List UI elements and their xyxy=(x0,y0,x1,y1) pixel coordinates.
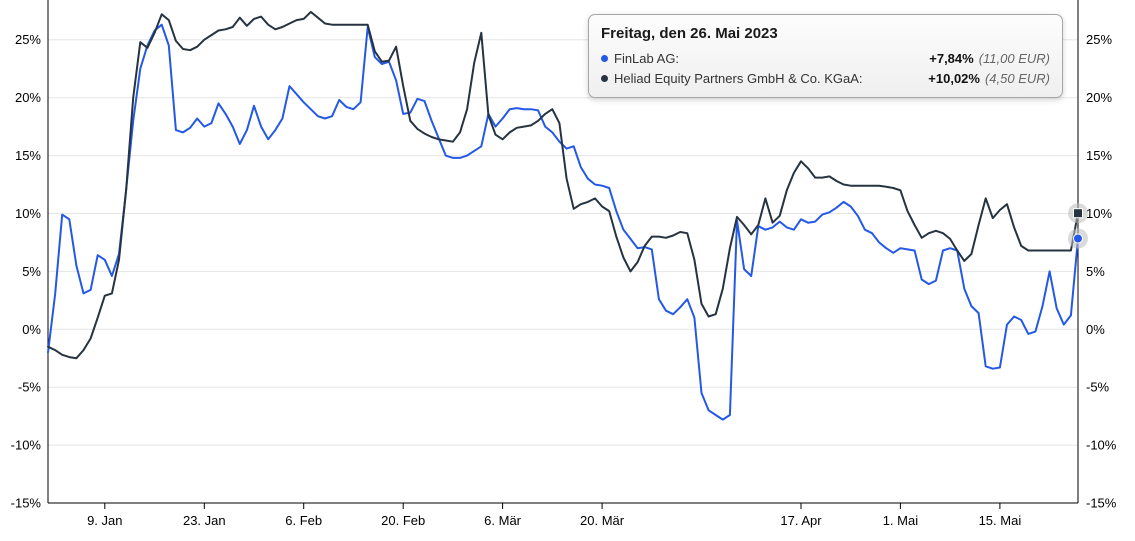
x-axis-label: 9. Jan xyxy=(87,513,122,528)
y-axis-label-right: 5% xyxy=(1086,264,1105,279)
x-axis-label: 20. Feb xyxy=(381,513,425,528)
y-axis-label-left: 0% xyxy=(22,322,41,337)
finlab-series-label: FinLab AG: xyxy=(614,51,680,66)
heliad-price-eur: (4,50 EUR) xyxy=(984,71,1050,86)
y-axis-label-left: 10% xyxy=(15,206,41,221)
x-axis-label: 6. Feb xyxy=(285,513,322,528)
finlab-price-eur: (11,00 EUR) xyxy=(978,51,1050,66)
y-axis-label-right: -10% xyxy=(1086,438,1117,453)
heliad-end-marker-square-icon[interactable] xyxy=(1073,208,1083,219)
y-axis-label-left: 25% xyxy=(15,32,41,47)
tooltip-date-title: Freitag, den 26. Mai 2023 xyxy=(601,25,778,42)
chart-tooltip: Freitag, den 26. Mai 2023 FinLab AG: +7,… xyxy=(588,14,1063,98)
x-axis-label: 1. Mai xyxy=(883,513,919,528)
finlab-end-marker-circle-icon[interactable] xyxy=(1073,233,1083,244)
tooltip-row-finlab: FinLab AG: +7,84% (11,00 EUR) xyxy=(601,51,1050,66)
y-axis-label-left: 5% xyxy=(22,264,41,279)
heliad-legend-dot-icon xyxy=(601,75,608,82)
y-axis-label-left: -15% xyxy=(11,496,42,511)
y-axis-label-right: 10% xyxy=(1086,206,1112,221)
heliad-series-value: +10,02% (4,50 EUR) xyxy=(916,71,1050,86)
heliad-series-label: Heliad Equity Partners GmbH & Co. KGaA: xyxy=(614,71,863,86)
heliad-change-pct: +10,02% xyxy=(928,71,980,86)
y-axis-label-left: 20% xyxy=(15,90,41,105)
y-axis-label-left: -5% xyxy=(18,380,42,395)
x-axis-label: 6. Mär xyxy=(484,513,522,528)
y-axis-label-right: 0% xyxy=(1086,322,1105,337)
y-axis-label-right: -5% xyxy=(1086,380,1110,395)
y-axis-label-right: 15% xyxy=(1086,148,1112,163)
finlab-legend-dot-icon xyxy=(601,55,608,62)
y-axis-label-left: 15% xyxy=(15,148,41,163)
x-axis-label: 15. Mai xyxy=(979,513,1022,528)
finlab-change-pct: +7,84% xyxy=(929,51,974,66)
finlab-series-value: +7,84% (11,00 EUR) xyxy=(917,51,1050,66)
y-axis-label-left: -10% xyxy=(11,438,42,453)
y-axis-label-right: 20% xyxy=(1086,90,1112,105)
y-axis-label-right: 25% xyxy=(1086,32,1112,47)
heliad-series-line[interactable] xyxy=(47,10,1079,360)
x-axis-label: 17. Apr xyxy=(780,513,822,528)
tooltip-row-heliad: Heliad Equity Partners GmbH & Co. KGaA: … xyxy=(601,71,1050,86)
x-axis-label: 23. Jan xyxy=(183,513,226,528)
y-axis-label-right: -15% xyxy=(1086,496,1117,511)
x-axis-label: 20. Mär xyxy=(580,513,625,528)
